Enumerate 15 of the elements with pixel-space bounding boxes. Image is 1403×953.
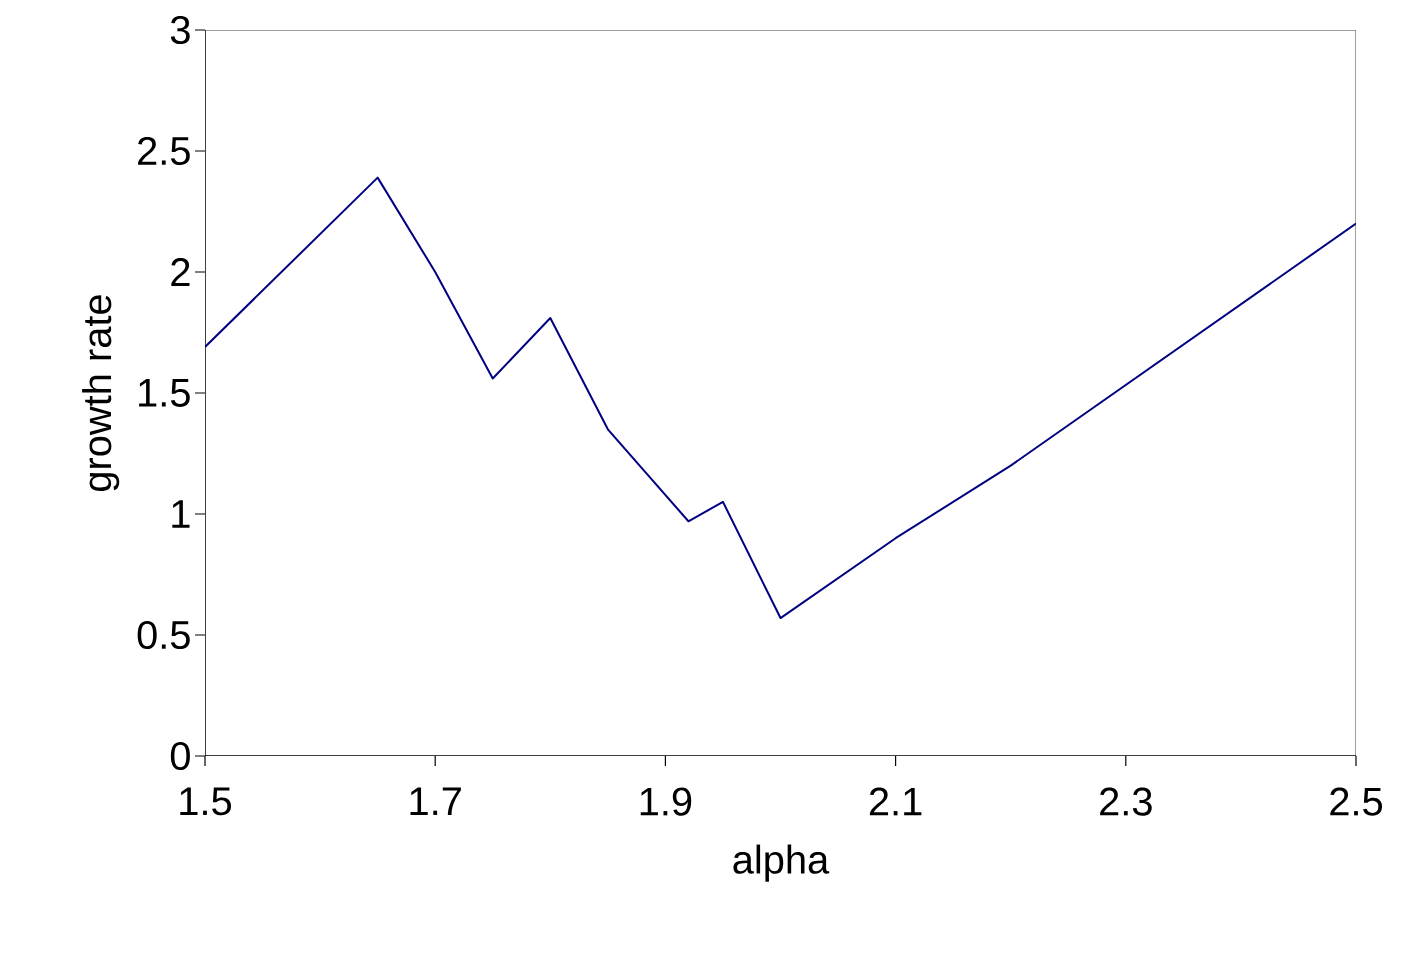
x-tick-label: 1.7 <box>410 787 461 815</box>
line-series <box>205 176 1356 620</box>
y-tick-label: 1 <box>172 500 190 528</box>
y-axis-title: growth rate <box>82 295 120 491</box>
y-tick-label: 1.5 <box>139 379 190 407</box>
y-tick-label: 2 <box>171 258 190 286</box>
x-tick-label: 2.1 <box>869 787 922 816</box>
y-tick-label: 0.5 <box>137 620 190 650</box>
y-tick-label: 2.5 <box>138 136 190 166</box>
x-tick-label: 2.3 <box>1100 787 1152 816</box>
y-tick-label: 3 <box>170 15 190 45</box>
x-tick-label: 2.5 <box>1330 787 1383 816</box>
x-tick-label: 1.9 <box>640 787 692 816</box>
y-tick-label: 0 <box>170 741 190 771</box>
x-axis-title: alpha <box>733 844 830 882</box>
